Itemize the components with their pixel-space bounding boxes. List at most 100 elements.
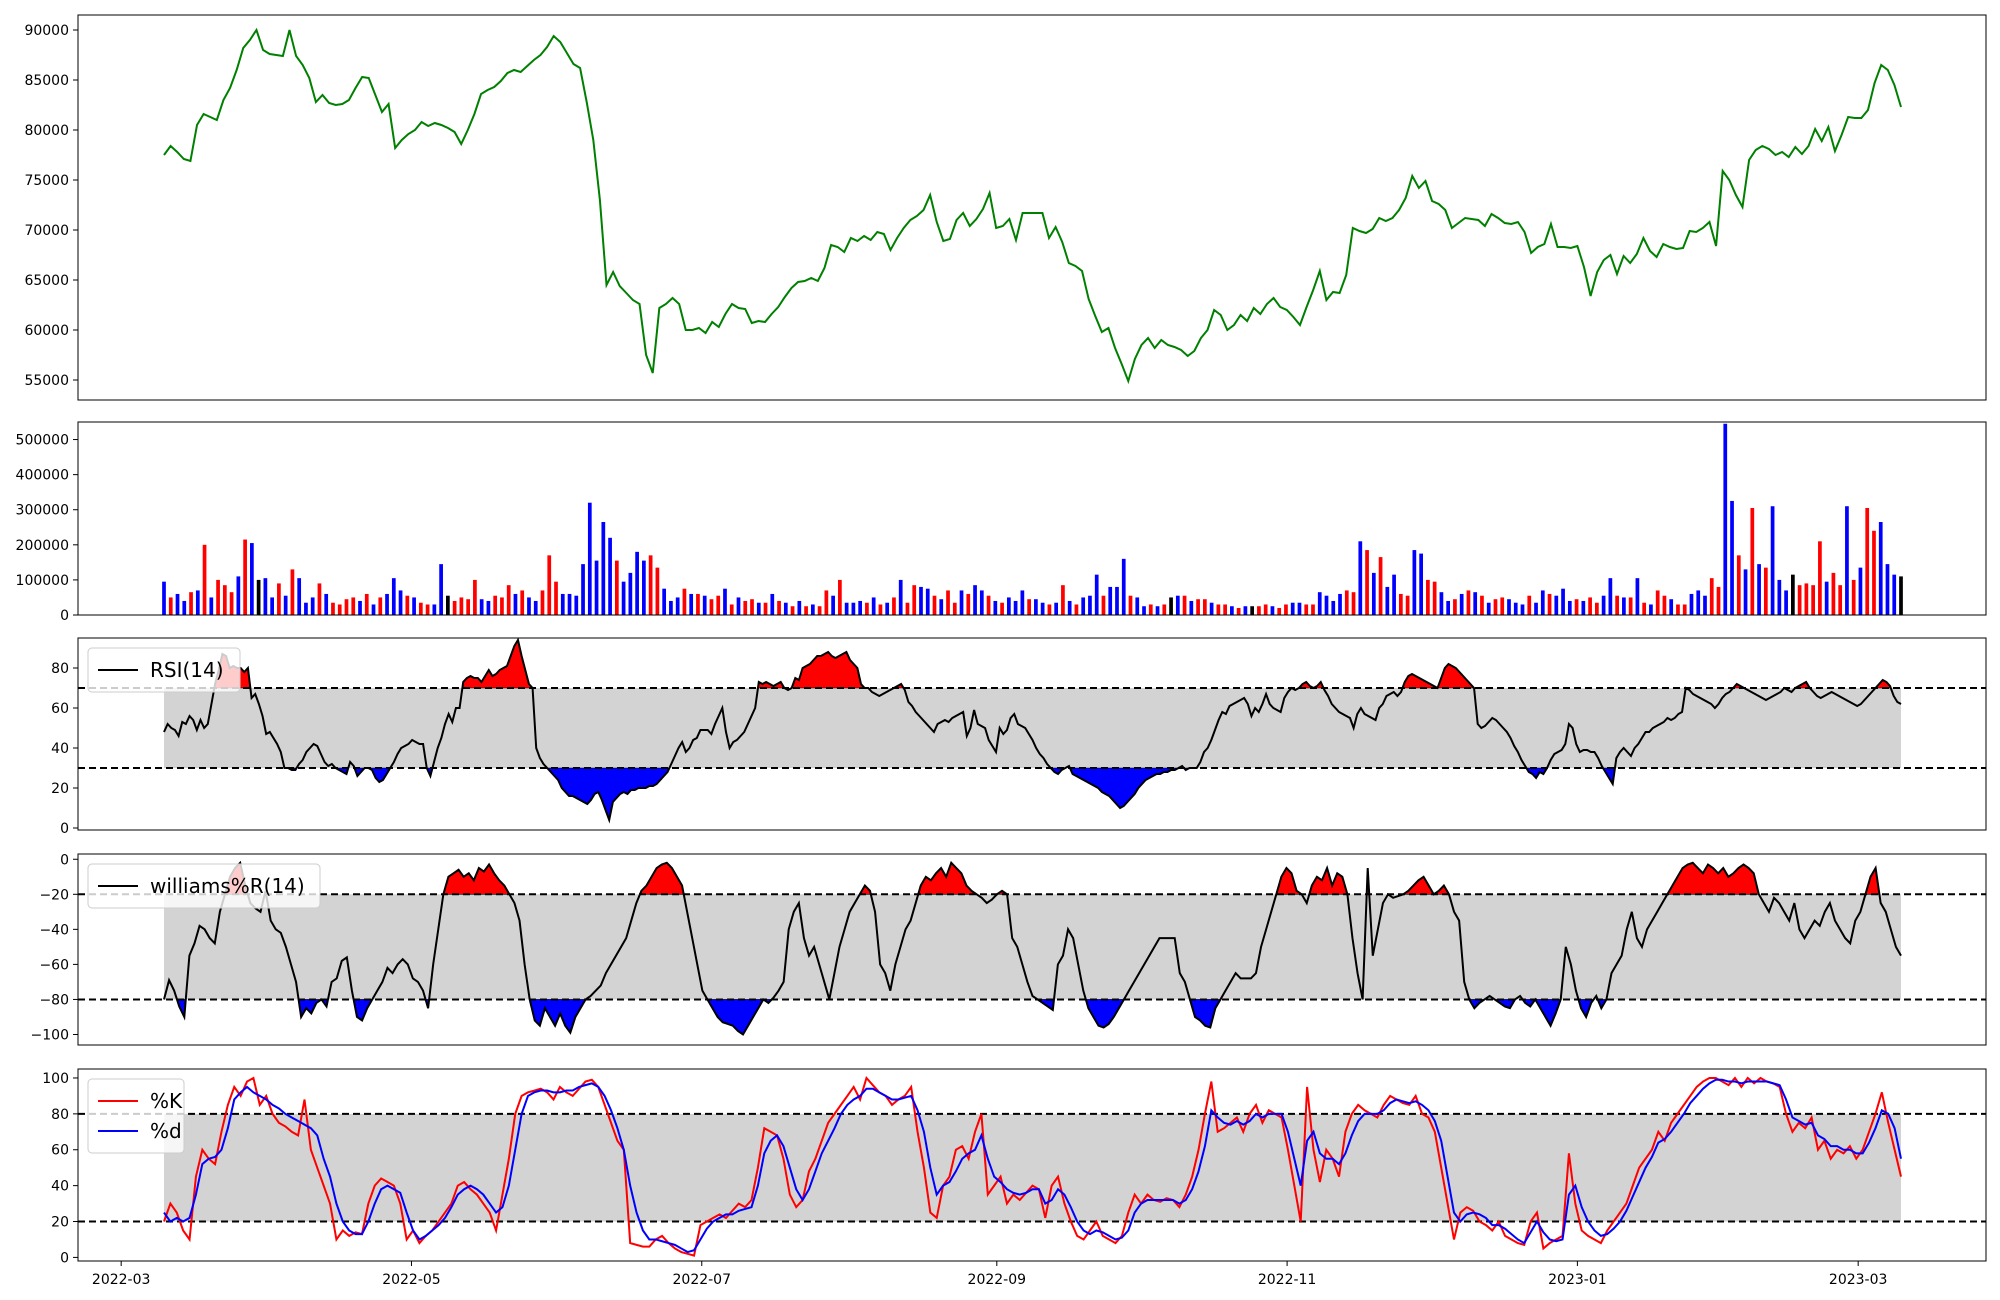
volume-bar bbox=[506, 585, 511, 615]
d-line bbox=[163, 1078, 1902, 1254]
volume-bar bbox=[1243, 606, 1248, 615]
rsi-line bbox=[163, 637, 1902, 824]
volume-bar bbox=[439, 564, 443, 615]
volume-bar bbox=[1547, 593, 1552, 615]
volume-bar bbox=[709, 599, 714, 615]
volume-bar bbox=[1365, 550, 1369, 615]
oversold-fill bbox=[546, 767, 670, 822]
volume-bar bbox=[1250, 606, 1255, 615]
volume-bar bbox=[1824, 581, 1829, 615]
volume-bar bbox=[364, 593, 369, 615]
y-tick-label: 70000 bbox=[24, 223, 69, 239]
volume-bar bbox=[1304, 604, 1309, 615]
volume-bar bbox=[817, 606, 822, 615]
volume-bar bbox=[1378, 557, 1383, 615]
volume-bar bbox=[1135, 597, 1140, 615]
volume-bar bbox=[162, 581, 166, 615]
volume-bar bbox=[1446, 600, 1451, 615]
panel-frame bbox=[77, 1068, 1987, 1262]
volume-bar bbox=[1507, 599, 1511, 615]
volume-bar bbox=[1581, 600, 1586, 615]
volume-bar bbox=[810, 604, 815, 615]
volume-bar bbox=[702, 595, 707, 615]
volume-bar bbox=[1108, 586, 1113, 615]
volume-bar bbox=[675, 597, 680, 615]
volume-bar bbox=[520, 590, 525, 615]
volume-bar bbox=[1169, 597, 1173, 615]
volume-bar bbox=[1885, 564, 1890, 615]
volume-bar bbox=[358, 600, 362, 615]
volume-bar bbox=[1858, 567, 1863, 615]
volume-bar bbox=[1540, 590, 1545, 615]
volume-bar bbox=[1750, 507, 1755, 615]
volume-bar bbox=[1892, 574, 1897, 615]
y-tick-label: 40 bbox=[51, 741, 69, 757]
volume-bar bbox=[1574, 599, 1579, 615]
volume-bar bbox=[1655, 590, 1660, 615]
y-tick-label: 80000 bbox=[24, 123, 69, 139]
volume-bar bbox=[1878, 522, 1883, 615]
volume-bar bbox=[1061, 585, 1065, 615]
volume-bar bbox=[1432, 581, 1437, 615]
volume-bar bbox=[1642, 602, 1647, 615]
volume-bar bbox=[1148, 604, 1153, 615]
volume-bar bbox=[1520, 604, 1525, 615]
volume-bar bbox=[513, 593, 518, 615]
volume-bar bbox=[1101, 595, 1106, 615]
volume-bar bbox=[1088, 595, 1092, 615]
volume-bar bbox=[1649, 604, 1653, 615]
volume-bar bbox=[919, 586, 923, 615]
volume-bar bbox=[337, 604, 342, 615]
volume-bar bbox=[1385, 586, 1390, 615]
y-tick-label: 20 bbox=[51, 781, 69, 797]
volume-bar bbox=[1392, 574, 1396, 615]
volume-bar bbox=[939, 599, 944, 615]
y-tick-label: 80 bbox=[51, 1107, 69, 1123]
legend-box bbox=[87, 1078, 185, 1154]
volume-bar bbox=[892, 597, 896, 615]
volume-bar bbox=[1662, 595, 1667, 615]
legend-label: RSI(14) bbox=[150, 658, 224, 682]
neutral-band bbox=[164, 688, 1901, 768]
williams-line bbox=[163, 860, 1902, 1036]
volume-bar bbox=[824, 590, 829, 615]
x-tick-label: 2022-09 bbox=[968, 1272, 1027, 1288]
volume-bar bbox=[1851, 579, 1856, 615]
volume-bar bbox=[425, 604, 430, 615]
volume-bar bbox=[1486, 602, 1491, 615]
volume-bar bbox=[1331, 600, 1336, 615]
y-tick-label: −20 bbox=[39, 887, 69, 903]
panel-frame bbox=[77, 421, 1987, 616]
volume-bar bbox=[1439, 592, 1444, 615]
volume-bar bbox=[344, 599, 349, 615]
volume-bar bbox=[1290, 602, 1295, 615]
volume-bar bbox=[729, 604, 734, 615]
volume-bar bbox=[1054, 602, 1059, 615]
volume-bar bbox=[1838, 585, 1843, 615]
y-tick-label: −60 bbox=[39, 957, 69, 973]
volume-bar bbox=[1763, 567, 1768, 615]
volume-panel: 0 100000 200000 300000 400000 500000 bbox=[16, 421, 1987, 624]
volume-bar bbox=[209, 597, 214, 615]
volume-bar bbox=[1284, 604, 1288, 615]
volume-bar bbox=[1358, 541, 1363, 615]
volume-bar bbox=[635, 551, 639, 615]
volume-bar bbox=[959, 590, 964, 615]
neutral-band bbox=[164, 894, 1901, 1000]
x-axis: 2022-03 2022-05 2022-07 2022-09 2022-11 2023-… bbox=[92, 1261, 1888, 1288]
y-tick-label: 500000 bbox=[16, 433, 69, 449]
volume-bar bbox=[1175, 595, 1180, 615]
volume-bar bbox=[1554, 595, 1559, 615]
x-tick-label: 2023-03 bbox=[1829, 1272, 1888, 1288]
y-tick-label: −40 bbox=[39, 922, 69, 938]
volume-bar bbox=[655, 567, 660, 615]
volume-bar bbox=[1601, 595, 1606, 615]
volume-bar bbox=[1716, 586, 1721, 615]
x-tick-label: 2022-05 bbox=[382, 1272, 441, 1288]
y-tick-label: 60 bbox=[51, 1143, 69, 1159]
volume-bar bbox=[1466, 590, 1471, 615]
volume-bar bbox=[1121, 558, 1126, 615]
volume-bar bbox=[1040, 602, 1045, 615]
volume-bar bbox=[1081, 597, 1086, 615]
volume-bar bbox=[290, 569, 295, 615]
